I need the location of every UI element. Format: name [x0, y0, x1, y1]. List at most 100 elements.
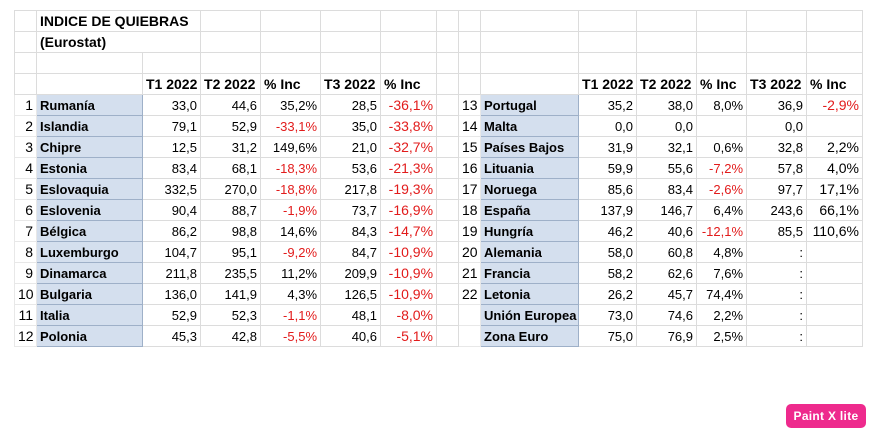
t2-value[interactable]: 74,6: [636, 304, 698, 326]
inc-value[interactable]: 7,6%: [696, 262, 748, 284]
t2-value[interactable]: 0,0: [636, 115, 698, 137]
t1-value[interactable]: 35,2: [578, 94, 638, 116]
t3-value[interactable]: 57,8: [746, 157, 808, 179]
t3-value[interactable]: :: [746, 325, 808, 347]
country-name[interactable]: Bulgaria: [36, 283, 143, 305]
empty-cell[interactable]: [806, 52, 864, 74]
inc3-value[interactable]: -8,0%: [380, 304, 438, 326]
row-index[interactable]: 17: [458, 178, 482, 200]
empty-cell[interactable]: [436, 220, 460, 242]
t1-value[interactable]: 59,9: [578, 157, 638, 179]
t2-value[interactable]: 52,3: [200, 304, 262, 326]
inc3-value[interactable]: 66,1%: [806, 199, 864, 221]
empty-cell[interactable]: [436, 10, 460, 32]
inc-value[interactable]: 0,6%: [696, 136, 748, 158]
inc-value[interactable]: 4,3%: [260, 283, 322, 305]
header-t3[interactable]: T3 2022: [320, 73, 382, 95]
inc3-value[interactable]: -10,9%: [380, 262, 438, 284]
t2-value[interactable]: 38,0: [636, 94, 698, 116]
inc3-value[interactable]: -32,7%: [380, 136, 438, 158]
row-index[interactable]: 14: [458, 115, 482, 137]
empty-cell[interactable]: [320, 31, 382, 53]
t1-value[interactable]: 26,2: [578, 283, 638, 305]
empty-cell[interactable]: [696, 10, 748, 32]
row-index[interactable]: 9: [14, 262, 37, 284]
country-name[interactable]: Polonia: [36, 325, 143, 347]
inc3-value[interactable]: -36,1%: [380, 94, 438, 116]
inc3-value[interactable]: [806, 283, 864, 305]
inc-value[interactable]: -33,1%: [260, 115, 322, 137]
empty-cell[interactable]: [260, 10, 322, 32]
t2-value[interactable]: 270,0: [200, 178, 262, 200]
t2-value[interactable]: 88,7: [200, 199, 262, 221]
country-name[interactable]: Alemania: [480, 241, 580, 263]
header-t1[interactable]: T1 2022: [141, 73, 202, 95]
t1-value[interactable]: 52,9: [141, 304, 202, 326]
row-index[interactable]: 22: [458, 283, 482, 305]
t3-value[interactable]: :: [746, 283, 808, 305]
t3-value[interactable]: 209,9: [320, 262, 382, 284]
country-name[interactable]: Letonia: [480, 283, 580, 305]
country-name[interactable]: España: [480, 199, 580, 221]
t3-value[interactable]: 84,7: [320, 241, 382, 263]
t3-value[interactable]: :: [746, 262, 808, 284]
t3-value[interactable]: 53,6: [320, 157, 382, 179]
row-index[interactable]: 20: [458, 241, 482, 263]
row-index[interactable]: 13: [458, 94, 482, 116]
empty-cell[interactable]: [578, 52, 638, 74]
inc-value[interactable]: 149,6%: [260, 136, 322, 158]
paint-x-lite-badge[interactable]: Paint X lite: [786, 404, 866, 428]
empty-cell[interactable]: [260, 52, 322, 74]
empty-cell[interactable]: [380, 31, 438, 53]
t2-value[interactable]: 146,7: [636, 199, 698, 221]
inc3-value[interactable]: -5,1%: [380, 325, 438, 347]
inc-value[interactable]: -1,1%: [260, 304, 322, 326]
empty-cell[interactable]: [14, 73, 37, 95]
t1-value[interactable]: 0,0: [578, 115, 638, 137]
empty-cell[interactable]: [436, 31, 460, 53]
empty-cell[interactable]: [200, 52, 262, 74]
t1-value[interactable]: 45,3: [141, 325, 202, 347]
t2-value[interactable]: 45,7: [636, 283, 698, 305]
country-name[interactable]: Países Bajos: [480, 136, 580, 158]
empty-cell[interactable]: [320, 52, 382, 74]
row-index[interactable]: 3: [14, 136, 37, 158]
inc3-value[interactable]: -10,9%: [380, 283, 438, 305]
country-name[interactable]: Noruega: [480, 178, 580, 200]
country-name[interactable]: Portugal: [480, 94, 580, 116]
t2-value[interactable]: 44,6: [200, 94, 262, 116]
empty-cell[interactable]: [36, 73, 143, 95]
row-index[interactable]: 5: [14, 178, 37, 200]
t2-value[interactable]: 76,9: [636, 325, 698, 347]
empty-cell[interactable]: [436, 115, 460, 137]
empty-cell[interactable]: [436, 283, 460, 305]
t3-value[interactable]: :: [746, 241, 808, 263]
empty-cell[interactable]: [436, 136, 460, 158]
row-index[interactable]: 15: [458, 136, 482, 158]
inc3-value[interactable]: 4,0%: [806, 157, 864, 179]
t1-value[interactable]: 136,0: [141, 283, 202, 305]
country-name[interactable]: Estonia: [36, 157, 143, 179]
header-t3[interactable]: T3 2022: [746, 73, 808, 95]
t2-value[interactable]: 40,6: [636, 220, 698, 242]
header-inc3[interactable]: % Inc: [380, 73, 438, 95]
empty-cell[interactable]: [200, 31, 262, 53]
inc3-value[interactable]: -19,3%: [380, 178, 438, 200]
t2-value[interactable]: 42,8: [200, 325, 262, 347]
inc-value[interactable]: -9,2%: [260, 241, 322, 263]
inc-value[interactable]: -18,3%: [260, 157, 322, 179]
empty-cell[interactable]: [436, 262, 460, 284]
t3-value[interactable]: 21,0: [320, 136, 382, 158]
header-t1[interactable]: T1 2022: [578, 73, 638, 95]
country-name[interactable]: Zona Euro: [480, 325, 580, 347]
inc-value[interactable]: 35,2%: [260, 94, 322, 116]
inc3-value[interactable]: -14,7%: [380, 220, 438, 242]
t2-value[interactable]: 98,8: [200, 220, 262, 242]
inc-value[interactable]: -2,6%: [696, 178, 748, 200]
inc3-value[interactable]: [806, 262, 864, 284]
row-index[interactable]: [458, 304, 482, 326]
empty-cell[interactable]: [200, 10, 262, 32]
country-name[interactable]: Bélgica: [36, 220, 143, 242]
country-name[interactable]: Eslovaquia: [36, 178, 143, 200]
t3-value[interactable]: 217,8: [320, 178, 382, 200]
